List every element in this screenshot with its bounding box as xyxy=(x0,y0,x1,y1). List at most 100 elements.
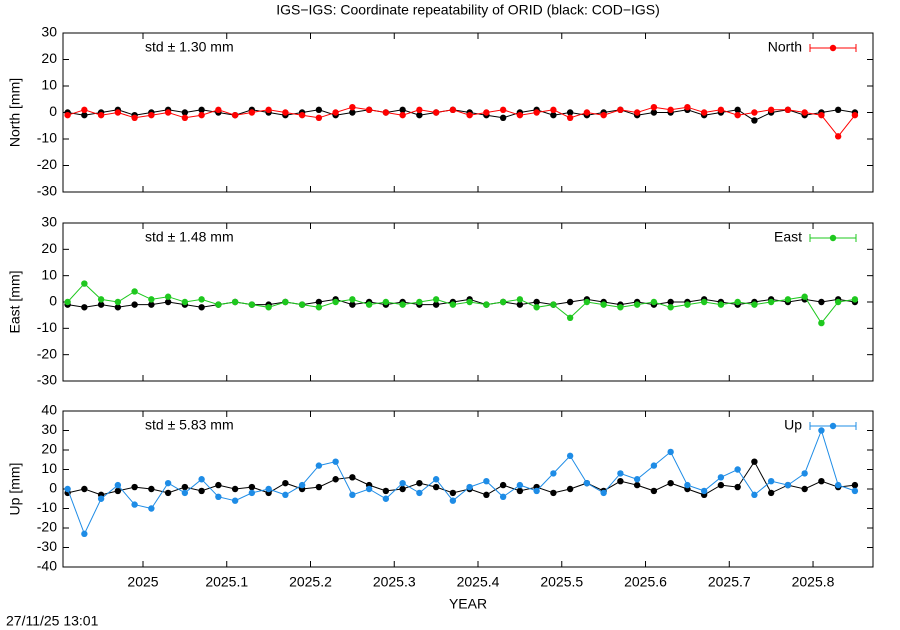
data-point xyxy=(717,481,725,489)
data-point xyxy=(81,111,88,119)
data-point xyxy=(550,111,557,119)
data-point xyxy=(81,106,88,114)
data-point xyxy=(64,485,71,493)
data-point xyxy=(767,489,775,497)
x-tick-label: 2025 xyxy=(127,574,158,590)
data-point xyxy=(550,301,557,308)
data-point xyxy=(533,109,540,116)
data-point xyxy=(751,117,758,124)
series-line xyxy=(67,428,856,536)
data-point xyxy=(550,106,557,114)
data-point xyxy=(818,298,825,306)
data-point xyxy=(81,530,88,538)
x-tick-label: 2025.8 xyxy=(792,574,835,590)
data-point xyxy=(667,304,674,311)
x-tick-label: 2025.3 xyxy=(373,574,416,590)
data-point xyxy=(315,106,323,114)
data-point xyxy=(198,106,205,114)
data-point xyxy=(64,298,71,306)
data-point xyxy=(767,298,775,306)
data-point xyxy=(131,483,138,491)
data-point xyxy=(365,106,373,114)
data-point xyxy=(114,109,122,116)
data-point xyxy=(399,106,406,114)
y-tick-label: -40 xyxy=(37,558,57,574)
data-point xyxy=(114,481,122,489)
data-point xyxy=(449,301,457,308)
y-tick-label: 30 xyxy=(41,421,57,437)
data-point xyxy=(315,304,323,311)
data-point xyxy=(332,476,339,483)
data-point xyxy=(148,111,155,119)
data-point xyxy=(533,298,540,306)
data-point xyxy=(600,111,607,119)
data-point xyxy=(751,301,758,308)
data-point xyxy=(332,458,339,465)
data-point xyxy=(533,487,540,495)
data-point xyxy=(164,298,172,306)
data-point xyxy=(265,304,272,311)
data-point xyxy=(851,111,859,119)
std-label: std ± 5.83 mm xyxy=(145,417,234,433)
y-tick-label: -10 xyxy=(37,319,57,335)
data-point xyxy=(667,479,674,487)
data-point xyxy=(516,301,524,308)
data-point xyxy=(684,481,691,489)
data-point xyxy=(148,301,155,308)
data-point xyxy=(332,298,339,306)
data-point xyxy=(818,319,825,327)
data-point xyxy=(114,487,122,495)
y-tick-label: -20 xyxy=(37,519,57,535)
data-point xyxy=(416,489,423,497)
data-point xyxy=(650,104,658,111)
data-point xyxy=(550,489,557,497)
legend-label: North xyxy=(768,39,802,55)
data-point xyxy=(215,493,222,500)
data-point xyxy=(818,111,825,119)
data-point xyxy=(650,462,658,469)
data-point xyxy=(449,489,457,497)
data-point xyxy=(332,109,339,116)
data-point xyxy=(751,458,758,465)
data-point xyxy=(449,497,457,504)
data-point xyxy=(834,106,842,114)
data-point xyxy=(633,301,641,308)
data-point xyxy=(717,106,725,114)
data-point xyxy=(650,298,658,306)
data-point xyxy=(315,483,323,491)
data-point xyxy=(81,304,88,311)
data-point xyxy=(667,298,674,306)
data-point xyxy=(700,487,708,495)
data-point xyxy=(818,478,825,485)
data-point xyxy=(767,478,775,485)
x-tick-label: 2025.6 xyxy=(624,574,667,590)
y-tick-label: 20 xyxy=(41,50,57,66)
data-point xyxy=(282,479,289,487)
data-point xyxy=(432,301,440,308)
data-point xyxy=(801,109,808,116)
data-point xyxy=(248,109,256,116)
y-tick-label: 0 xyxy=(49,480,57,496)
data-point xyxy=(516,111,524,119)
y-tick-label: -30 xyxy=(37,538,57,554)
data-point xyxy=(600,301,607,308)
data-point xyxy=(399,111,406,119)
data-point xyxy=(81,485,88,493)
data-point xyxy=(466,111,473,119)
data-point xyxy=(516,481,524,489)
data-point xyxy=(432,476,440,483)
data-point xyxy=(81,280,88,287)
data-point xyxy=(231,111,239,119)
data-point xyxy=(164,109,172,116)
y-axis-label: Up [mm] xyxy=(7,463,23,516)
x-tick-label: 2025.2 xyxy=(289,574,332,590)
data-point xyxy=(349,296,356,303)
data-point xyxy=(315,298,323,306)
data-point xyxy=(282,109,289,116)
data-point xyxy=(416,111,423,119)
data-point xyxy=(784,106,792,114)
y-tick-label: 40 xyxy=(41,402,57,418)
data-point xyxy=(97,495,105,502)
data-point xyxy=(416,298,423,306)
